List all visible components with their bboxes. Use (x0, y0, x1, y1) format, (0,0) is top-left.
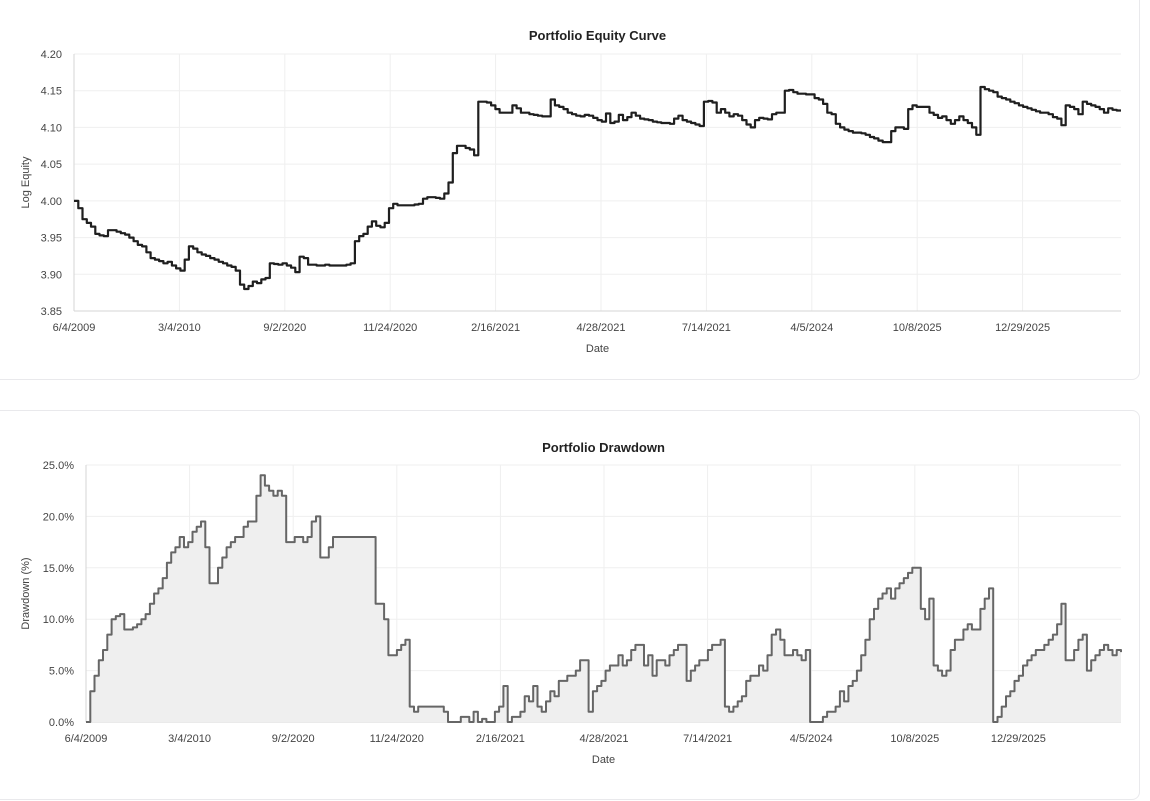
equity-y-axis-label: Log Equity (20, 156, 32, 208)
drawdown-chart: Portfolio Drawdown 0.0% 5.0% 10.0% 15.0% 20.0… (20, 440, 1122, 766)
drawdown-y-axis-label: Drawdown (%) (20, 557, 32, 629)
drawdown-x-axis-label: Date (592, 754, 615, 766)
equity-x-tick-label: 4/5/2024 (790, 322, 833, 334)
equity-y-tick-label: 4.00 (41, 196, 62, 208)
equity-y-tick-label: 4.20 (41, 49, 62, 61)
equity-series-line (74, 85, 1121, 291)
equity-y-tick-label: 3.95 (41, 233, 62, 245)
drawdown-chart-card: Portfolio Drawdown 0.0% 5.0% 10.0% 15.0% 20.0… (0, 410, 1140, 800)
drawdown-y-tick-label: 15.0% (43, 563, 74, 575)
drawdown-y-tick-label: 0.0% (49, 717, 74, 729)
drawdown-x-tick-label: 3/4/2010 (168, 733, 211, 745)
equity-chart: Portfolio Equity Curve 3.85 3.90 3.95 4.00 4.… (20, 28, 1121, 355)
equity-x-tick-label: 4/28/2021 (577, 322, 626, 334)
equity-chart-title: Portfolio Equity Curve (529, 28, 666, 43)
drawdown-x-tick-label: 4/28/2021 (580, 733, 629, 745)
drawdown-y-tick-label: 10.0% (43, 614, 74, 626)
drawdown-y-tick-label: 25.0% (43, 460, 74, 472)
drawdown-x-tick-label: 12/29/2025 (991, 733, 1046, 745)
equity-y-tick-label: 3.90 (41, 269, 62, 281)
drawdown-x-tick-label: 4/5/2024 (790, 733, 833, 745)
equity-y-tick-label: 4.05 (41, 159, 62, 171)
equity-x-tick-label: 9/2/2020 (263, 322, 306, 334)
drawdown-x-tick-label: 7/14/2021 (683, 733, 732, 745)
equity-chart-card: Portfolio Equity Curve 3.85 3.90 3.95 4.00 4.… (0, 0, 1140, 380)
drawdown-y-tick-label: 20.0% (43, 511, 74, 523)
equity-x-tick-label: 3/4/2010 (158, 322, 201, 334)
equity-x-axis-label: Date (586, 343, 609, 355)
drawdown-series-line (86, 474, 1122, 723)
drawdown-x-tick-label: 2/16/2021 (476, 733, 525, 745)
drawdown-x-tick-label: 11/24/2020 (370, 733, 424, 745)
drawdown-x-tick-label: 10/8/2025 (890, 733, 939, 745)
drawdown-chart-title: Portfolio Drawdown (542, 440, 665, 455)
equity-y-tick-label: 4.10 (41, 122, 62, 134)
equity-y-tick-label: 3.85 (41, 306, 62, 318)
equity-x-tick-label: 2/16/2021 (471, 322, 520, 334)
drawdown-series-area (86, 475, 1121, 722)
drawdown-x-tick-label: 6/4/2009 (65, 733, 108, 745)
equity-x-tick-label: 11/24/2020 (363, 322, 417, 334)
equity-x-tick-label: 10/8/2025 (893, 322, 942, 334)
drawdown-x-tick-label: 9/2/2020 (272, 733, 315, 745)
drawdown-y-tick-label: 5.0% (49, 666, 74, 678)
equity-x-tick-label: 6/4/2009 (53, 322, 96, 334)
equity-x-tick-label: 7/14/2021 (682, 322, 731, 334)
equity-y-tick-label: 4.15 (41, 86, 62, 98)
equity-x-tick-label: 12/29/2025 (995, 322, 1050, 334)
